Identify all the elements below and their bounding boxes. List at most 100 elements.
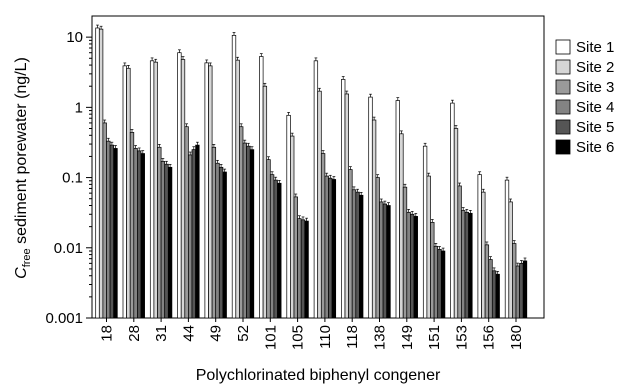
legend-label: Site 3 (576, 79, 614, 96)
x-tick-label: 149 (399, 325, 416, 350)
x-tick-label: 180 (508, 325, 525, 350)
legend-swatch (555, 139, 571, 155)
bar (481, 191, 486, 319)
bar (249, 149, 255, 319)
bar (129, 132, 135, 319)
bar (522, 260, 528, 319)
y-tick-label: 1 (75, 99, 83, 116)
x-tick-label: 110 (317, 325, 334, 349)
bar (344, 93, 349, 319)
bar (218, 166, 224, 319)
bar (102, 122, 107, 319)
y-tick-label: 0.01 (54, 240, 83, 257)
legend-swatch (555, 79, 571, 95)
bar (259, 56, 264, 319)
x-tick-label: 52 (235, 325, 252, 342)
bar (410, 213, 415, 319)
bar (320, 153, 326, 319)
bar (422, 145, 428, 319)
x-tick-label: 28 (126, 325, 143, 342)
bar (331, 179, 337, 319)
y-axis-title-main: C (13, 267, 30, 279)
bar (371, 119, 377, 319)
legend-label: Site 1 (576, 39, 614, 56)
bar (508, 201, 513, 319)
bar (519, 263, 524, 319)
bar (461, 210, 466, 319)
bar (324, 175, 329, 319)
x-tick-label: 105 (290, 325, 307, 350)
bar (293, 196, 298, 319)
bar (215, 162, 220, 319)
bar (450, 102, 455, 319)
bar (351, 189, 357, 319)
bar (109, 144, 115, 319)
x-tick-label: 31 (153, 325, 170, 342)
bar (266, 159, 271, 319)
bar (379, 201, 384, 319)
bar (484, 244, 490, 319)
bar (231, 35, 237, 319)
legend-swatch (555, 59, 571, 75)
bar (495, 273, 500, 319)
bar (348, 169, 353, 319)
y-tick-label: 0.1 (62, 170, 83, 187)
legend-label: Site 5 (576, 119, 614, 136)
x-axis: 18 28 31 44 49 52 101 105 110 118 138 149 151 153 156 1… (99, 318, 525, 350)
bar (464, 211, 469, 319)
bar (313, 60, 319, 319)
bar (277, 182, 282, 319)
bar (399, 133, 404, 319)
legend-swatch (555, 99, 571, 115)
bar (149, 60, 155, 319)
bar (177, 52, 182, 319)
bar (208, 65, 213, 319)
bar (235, 59, 240, 319)
bar (359, 194, 364, 319)
bar (402, 186, 408, 319)
bar (328, 177, 333, 319)
bar (515, 265, 520, 319)
y-axis-title: Cfree sediment porewater (ng/L) (13, 57, 33, 279)
bar (304, 220, 309, 319)
bar (269, 174, 275, 319)
x-tick-label: 151 (426, 325, 443, 350)
bar (95, 27, 100, 319)
bar (188, 154, 193, 319)
bar (457, 185, 462, 319)
bar (180, 59, 186, 319)
y-tick-label: 10 (66, 29, 83, 46)
legend-label: Site 6 (576, 139, 614, 156)
bar (157, 146, 162, 319)
bar (430, 222, 435, 319)
x-tick-label: 138 (372, 325, 389, 350)
bar (382, 203, 388, 319)
y-tick-label: 0.001 (45, 310, 83, 327)
y-axis-title-rest: sediment porewater (ng/L) (13, 57, 30, 248)
bar (153, 61, 158, 319)
bar (122, 65, 127, 319)
bar (160, 161, 166, 319)
bar (477, 174, 482, 319)
bar (317, 90, 322, 319)
x-tick-label: 101 (262, 325, 279, 350)
x-tick-label: 44 (180, 325, 197, 342)
bar (406, 211, 411, 319)
legend-swatch (555, 119, 571, 135)
bar (453, 128, 459, 319)
y-axis-title-subscript: free (21, 248, 33, 267)
legend-label: Site 4 (576, 99, 614, 116)
bar (504, 179, 510, 319)
bar (246, 145, 251, 319)
bar (375, 177, 380, 319)
x-tick-label: 18 (99, 325, 116, 342)
bar (426, 175, 431, 319)
bars-group (95, 24, 528, 319)
bar (262, 85, 268, 319)
bar (133, 148, 138, 319)
bar (491, 270, 497, 319)
bar (167, 166, 173, 319)
bar (395, 100, 400, 319)
